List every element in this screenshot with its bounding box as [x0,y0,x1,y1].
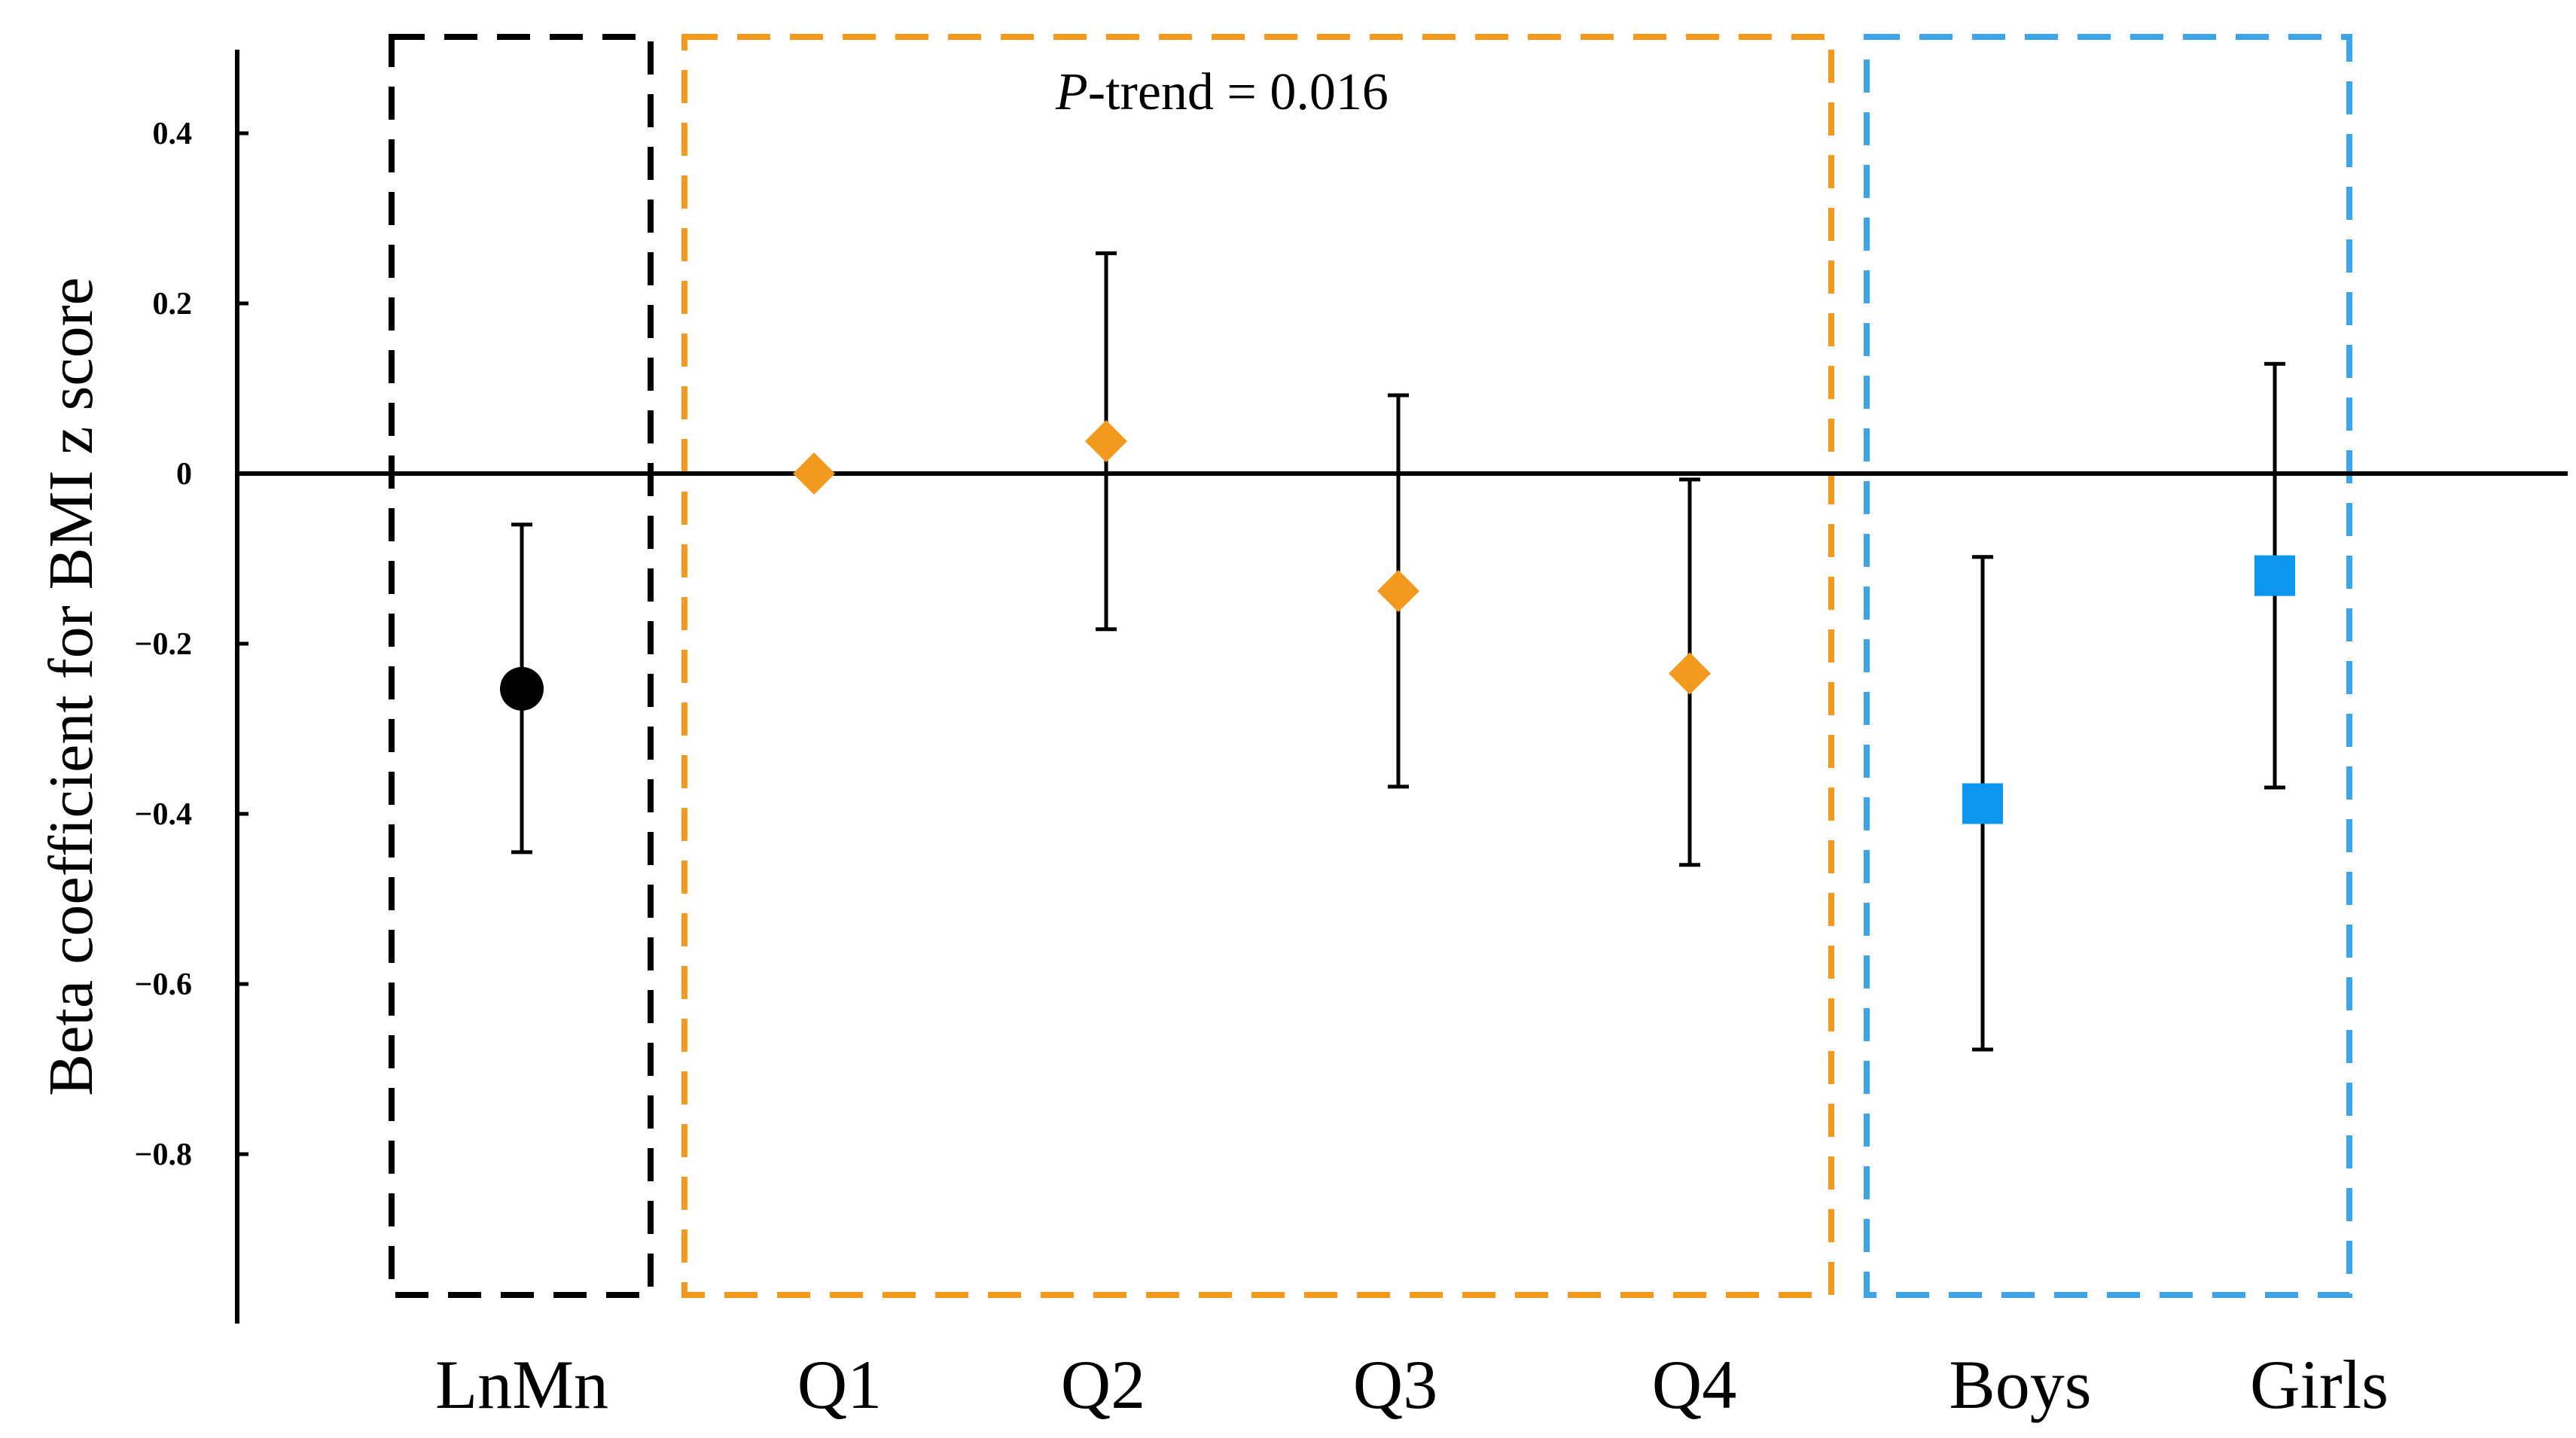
point-lnmn [500,666,544,711]
p-trend-annotation: P-trend = 0.016 [1055,63,1389,121]
p-trend-italic: P [1055,63,1088,121]
y-axis-ticks: 0.4 0.2 0 −0.2 −0.4 −0.6 −0.8 [135,117,248,1172]
y-axis-title: Beta coefficient for BMI z score [36,277,106,1096]
data-points [500,251,2295,1052]
category-labels: LnMn Q1 Q2 Q3 Q4 Boys Girls [435,1346,2389,1423]
group-box-quartiles [681,34,1834,1298]
y-tick-label: 0.4 [153,117,193,151]
y-tick-label: 0.2 [153,287,193,321]
category-label-q3: Q3 [1353,1346,1437,1423]
y-tick-label: −0.2 [135,627,192,662]
point-q4 [1669,652,1711,695]
y-tick-label: −0.4 [135,797,192,832]
point-q3 [1377,569,1419,612]
y-tick-label: −0.8 [135,1138,192,1172]
point-girls [2254,555,2295,596]
y-tick-label: 0 [176,457,192,492]
category-label-q2: Q2 [1061,1346,1145,1423]
category-label-girls: Girls [2250,1346,2389,1423]
group-boxes [389,34,2352,1298]
group-box-sex [1864,34,2352,1298]
point-q1 [793,452,835,495]
p-trend-text: -trend = 0.016 [1088,63,1389,121]
point-boys [1962,783,2003,824]
category-label-q4: Q4 [1652,1346,1736,1423]
y-tick-label: −0.6 [135,967,192,1002]
y-axis: 0.4 0.2 0 −0.2 −0.4 −0.6 −0.8 [135,50,248,1324]
category-label-lnmn: LnMn [435,1346,608,1423]
point-q2 [1085,420,1127,463]
category-label-q1: Q1 [797,1346,882,1423]
group-box-continuous [389,34,654,1298]
category-label-boys: Boys [1949,1346,2091,1423]
